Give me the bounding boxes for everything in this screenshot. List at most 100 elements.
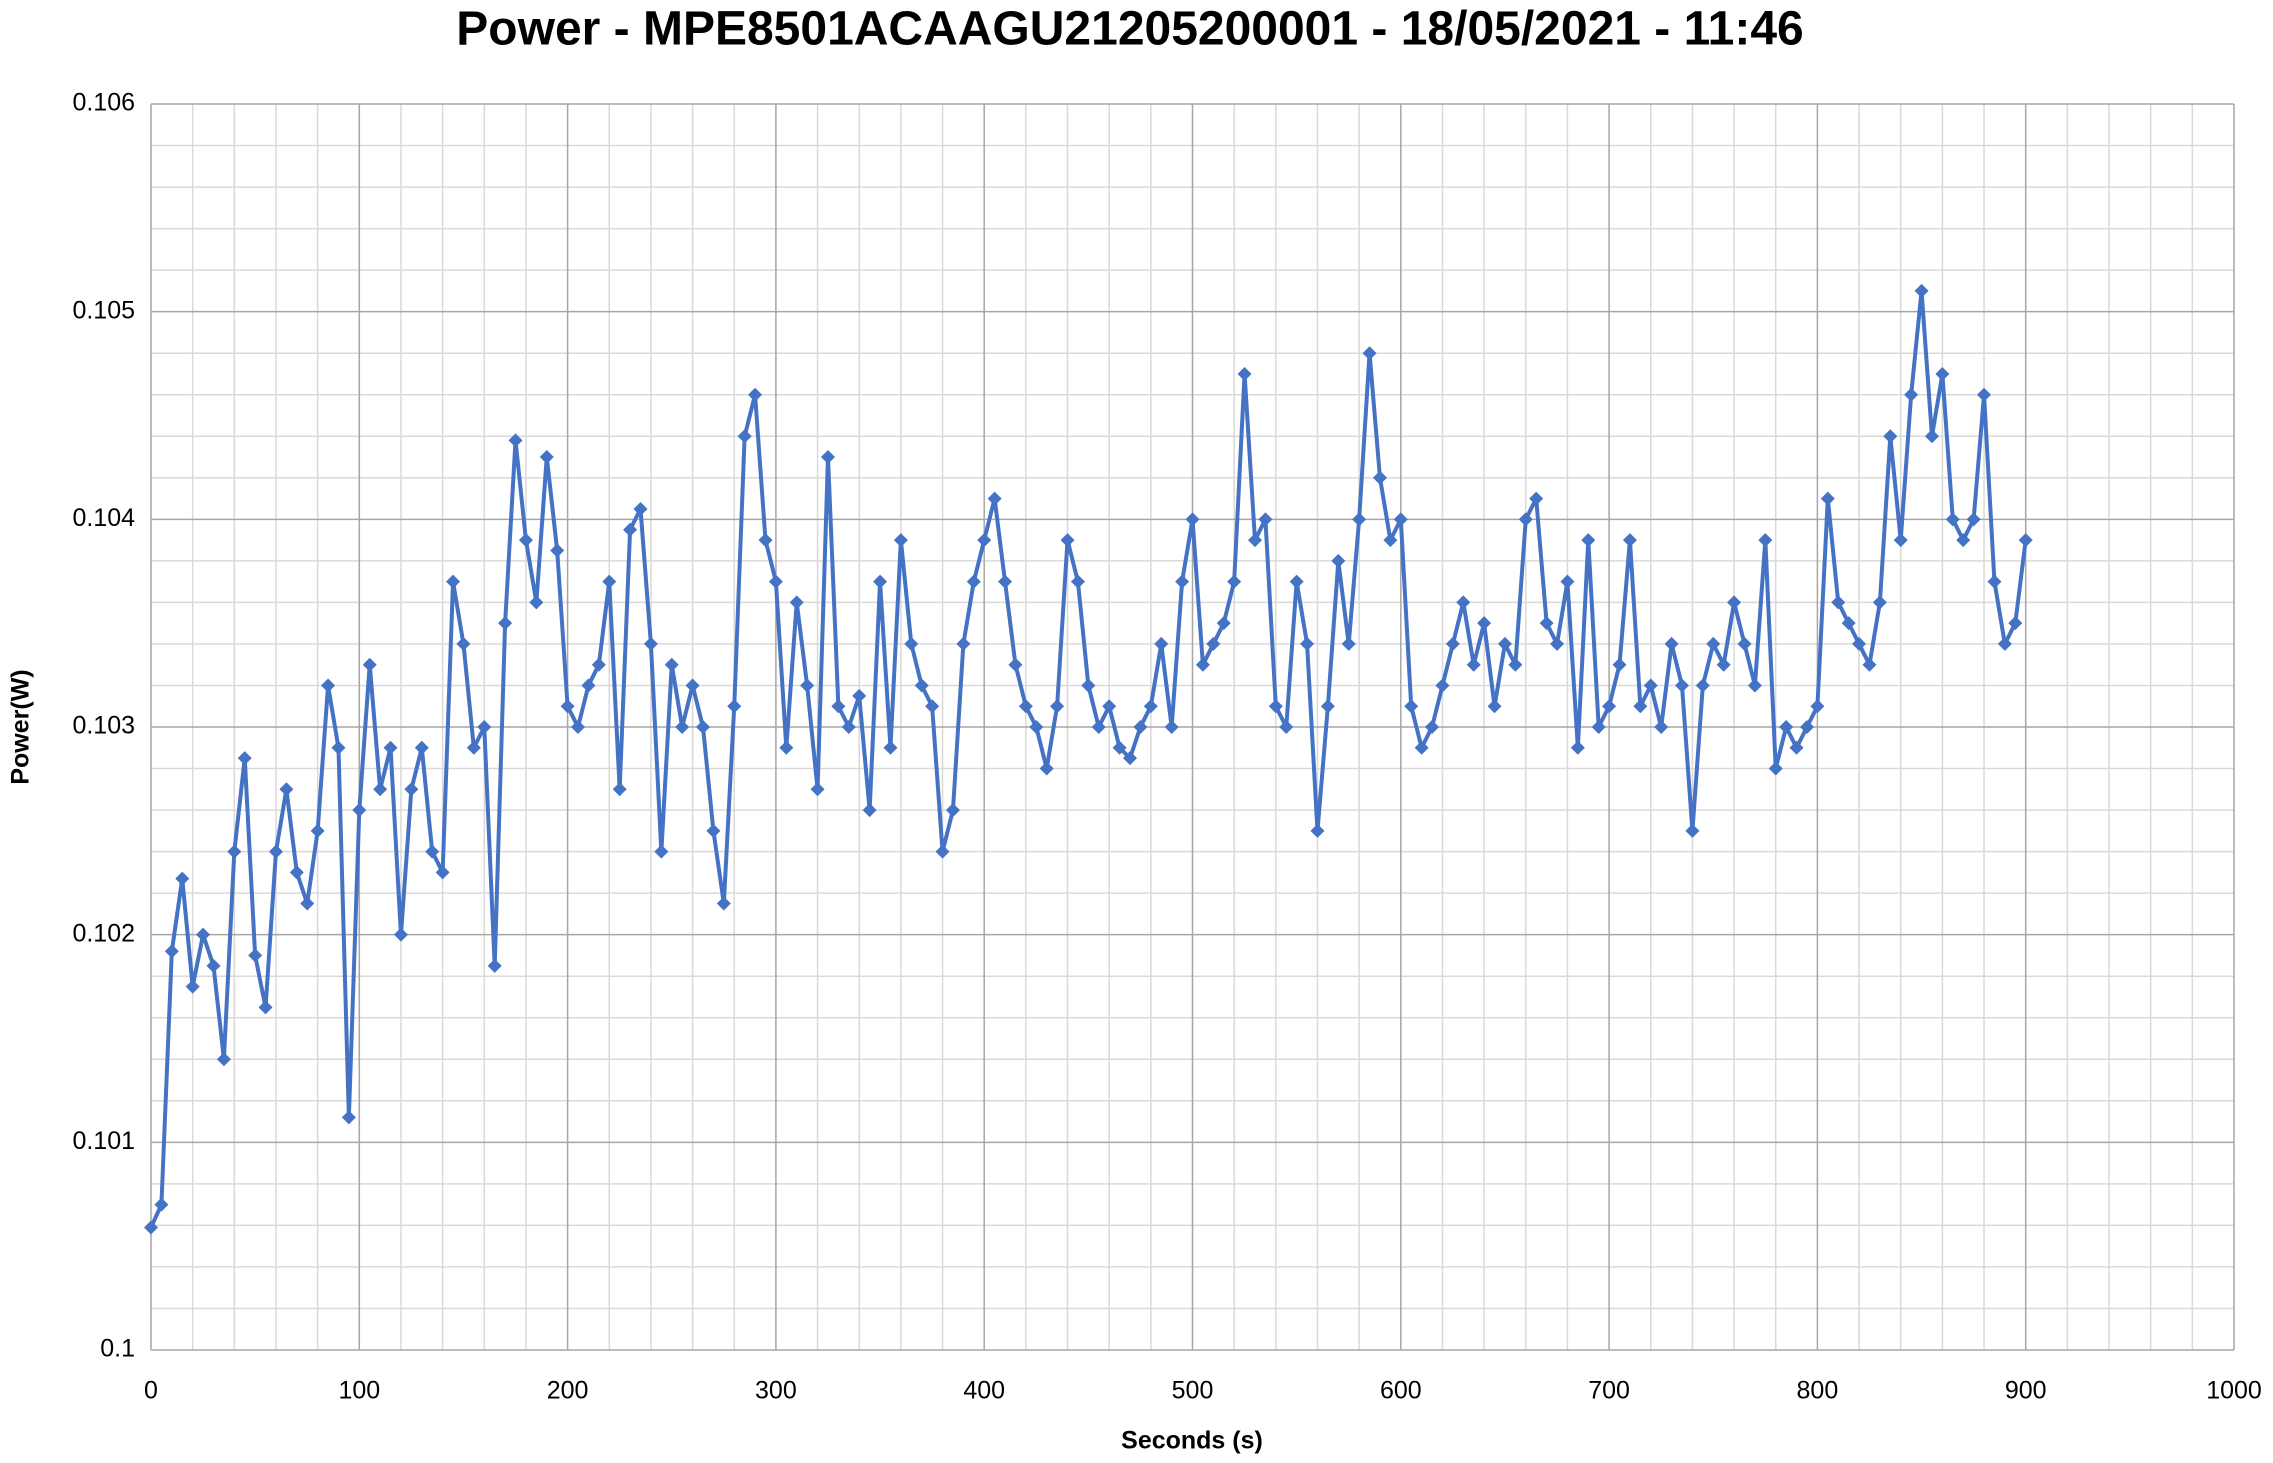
marker — [820, 450, 835, 465]
marker — [602, 574, 617, 589]
marker — [571, 720, 586, 734]
marker — [435, 865, 450, 880]
marker — [289, 865, 304, 880]
marker — [175, 871, 190, 886]
marker — [1602, 699, 1617, 714]
marker — [1622, 533, 1637, 548]
marker — [425, 844, 440, 859]
marker — [1539, 616, 1554, 631]
marker — [591, 657, 606, 672]
marker — [1060, 533, 1075, 548]
marker — [1133, 720, 1148, 734]
marker — [1091, 720, 1106, 734]
marker — [1279, 720, 1294, 734]
marker — [1747, 678, 1762, 693]
marker — [393, 927, 408, 942]
marker — [1581, 533, 1596, 548]
marker — [237, 751, 252, 766]
marker — [748, 387, 763, 402]
marker — [831, 699, 846, 714]
marker — [1862, 657, 1877, 672]
marker — [1497, 636, 1512, 651]
marker — [977, 533, 992, 548]
marker — [341, 1110, 356, 1125]
marker — [1966, 512, 1981, 527]
y-tick-label: 0.105 — [72, 296, 135, 324]
marker — [508, 433, 523, 448]
marker — [466, 740, 481, 755]
marker — [1591, 720, 1606, 734]
marker — [1143, 699, 1158, 714]
marker — [1987, 574, 2002, 589]
marker — [1675, 678, 1690, 693]
marker — [945, 803, 960, 818]
marker — [1070, 574, 1085, 589]
marker — [1008, 657, 1023, 672]
plot-area — [144, 283, 2033, 1235]
x-tick-label: 300 — [755, 1377, 797, 1405]
marker — [1466, 657, 1481, 672]
marker — [1904, 387, 1919, 402]
marker — [706, 823, 721, 838]
marker — [1247, 533, 1262, 548]
marker — [227, 844, 242, 859]
marker — [1914, 283, 1929, 298]
x-tick-label: 800 — [1797, 1377, 1839, 1405]
marker — [873, 574, 888, 589]
marker — [998, 574, 1013, 589]
marker — [685, 678, 700, 693]
marker — [956, 636, 971, 651]
x-tick-label: 1000 — [2206, 1377, 2262, 1405]
marker — [1779, 720, 1794, 734]
marker — [904, 636, 919, 651]
marker — [1820, 491, 1835, 506]
marker — [1341, 636, 1356, 651]
marker — [560, 699, 575, 714]
marker — [1393, 512, 1408, 527]
marker — [164, 944, 179, 959]
marker — [2018, 533, 2033, 548]
x-tick-label: 200 — [547, 1377, 589, 1405]
marker — [966, 574, 981, 589]
marker — [1164, 720, 1179, 734]
marker — [1997, 636, 2012, 651]
x-tick-label: 400 — [963, 1377, 1005, 1405]
y-tick-label: 0.104 — [72, 504, 135, 532]
marker — [1268, 699, 1283, 714]
y-tick-label: 0.103 — [72, 712, 135, 740]
y-tick-label: 0.101 — [72, 1127, 135, 1155]
marker — [404, 782, 419, 797]
marker — [1768, 761, 1783, 776]
marker — [800, 678, 815, 693]
marker — [1737, 636, 1752, 651]
marker — [727, 699, 742, 714]
marker — [331, 740, 346, 755]
marker — [2008, 616, 2023, 631]
marker — [550, 543, 565, 558]
marker — [1227, 574, 1242, 589]
y-tick-label: 0.1 — [100, 1335, 135, 1363]
marker — [1643, 678, 1658, 693]
marker — [1289, 574, 1304, 589]
marker — [1258, 512, 1273, 527]
marker — [310, 823, 325, 838]
marker — [1195, 657, 1210, 672]
marker — [633, 501, 648, 516]
marker — [300, 896, 315, 911]
marker — [789, 595, 804, 610]
x-tick-label: 600 — [1380, 1377, 1422, 1405]
marker — [1039, 761, 1054, 776]
marker — [935, 844, 950, 859]
marker — [321, 678, 336, 693]
marker — [883, 740, 898, 755]
marker — [1508, 657, 1523, 672]
marker — [893, 533, 908, 548]
marker — [1789, 740, 1804, 755]
marker — [144, 1220, 158, 1235]
series-line — [149, 288, 2028, 1229]
marker — [1102, 699, 1117, 714]
marker — [1456, 595, 1471, 610]
marker — [862, 803, 877, 818]
marker — [529, 595, 544, 610]
